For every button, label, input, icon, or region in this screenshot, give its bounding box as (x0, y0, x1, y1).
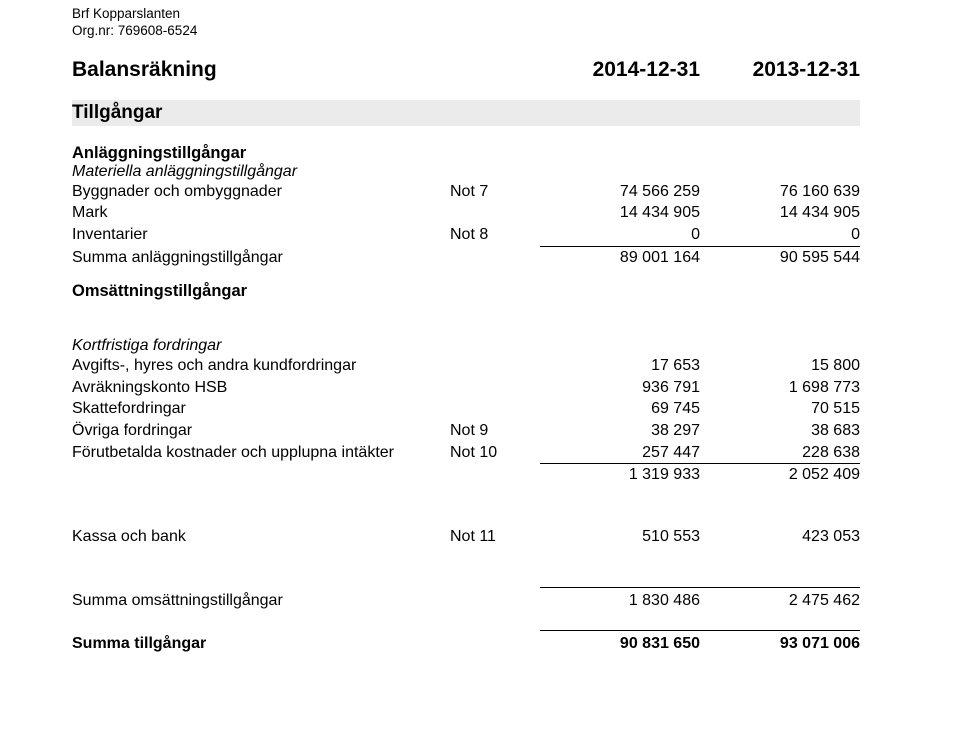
sum-val-2: 2 475 462 (700, 590, 860, 612)
row-val-2: 1 698 773 (700, 377, 860, 399)
period-col-2: 2013-12-31 (700, 58, 860, 82)
page: Brf Kopparslanten Org.nr: 769608-6524 Ba… (0, 0, 960, 756)
row-label: Förutbetalda kostnader och upplupna intä… (72, 442, 450, 464)
row-label: Avräkningskonto HSB (72, 377, 450, 399)
table-kortfristiga: Avgifts-, hyres och andra kundfordringar… (72, 355, 860, 486)
row-val-1: 257 447 (540, 442, 700, 464)
table-row: Mark 14 434 905 14 434 905 (72, 202, 860, 224)
row-note (450, 398, 540, 420)
table-row: Övriga fordringar Not 9 38 297 38 683 (72, 420, 860, 442)
row-label: Övriga fordringar (72, 420, 450, 442)
row-val-1: 936 791 (540, 377, 700, 399)
row-val-2: 228 638 (700, 442, 860, 464)
subtotal-val-1: 1 319 933 (540, 464, 700, 486)
grand-total-val-1: 90 831 650 (540, 633, 700, 655)
grand-total-row: Summa tillgångar 90 831 650 93 071 006 (72, 633, 860, 655)
row-val-1: 510 553 (540, 526, 700, 548)
row-note (450, 355, 540, 377)
page-header: Brf Kopparslanten Org.nr: 769608-6524 (72, 6, 860, 40)
row-label: Mark (72, 202, 450, 224)
table-anlaggning: Byggnader och ombyggnader Not 7 74 566 2… (72, 181, 860, 268)
table-sum-total: Summa tillgångar 90 831 650 93 071 006 (72, 630, 860, 655)
row-note: Not 8 (450, 224, 540, 246)
sum-label: Summa omsättningstillgångar (72, 590, 450, 612)
page-title: Balansräkning (72, 58, 540, 82)
grand-total-val-2: 93 071 006 (700, 633, 860, 655)
row-label: Inventarier (72, 224, 450, 246)
row-val-1: 69 745 (540, 398, 700, 420)
table-row: Skattefordringar 69 745 70 515 (72, 398, 860, 420)
table-sum-oms: Summa omsättningstillgångar 1 830 486 2 … (72, 587, 860, 612)
row-val-1: 14 434 905 (540, 202, 700, 224)
row-val-1: 74 566 259 (540, 181, 700, 203)
period-col-1: 2014-12-31 (540, 58, 700, 82)
subheading-kortfristiga: Kortfristiga fordringar (72, 337, 860, 355)
org-name: Brf Kopparslanten (72, 6, 860, 23)
table-row: Förutbetalda kostnader och upplupna intä… (72, 442, 860, 464)
row-label: Skattefordringar (72, 398, 450, 420)
subheading-materiella: Materiella anläggningstillgångar (72, 163, 860, 181)
sum-row: Summa anläggningstillgångar 89 001 164 9… (72, 246, 860, 268)
subtotal-row: 1 319 933 2 052 409 (72, 464, 860, 486)
row-val-2: 76 160 639 (700, 181, 860, 203)
sum-val-2: 90 595 544 (700, 246, 860, 268)
row-note (450, 377, 540, 399)
row-note: Not 7 (450, 181, 540, 203)
row-val-2: 15 800 (700, 355, 860, 377)
table-row: Byggnader och ombyggnader Not 7 74 566 2… (72, 181, 860, 203)
sum-label: Summa anläggningstillgångar (72, 246, 450, 268)
subtotal-val-2: 2 052 409 (700, 464, 860, 486)
table-row: Avgifts-, hyres och andra kundfordringar… (72, 355, 860, 377)
row-val-2: 423 053 (700, 526, 860, 548)
row-val-1: 17 653 (540, 355, 700, 377)
row-note: Not 10 (450, 442, 540, 464)
row-val-2: 70 515 (700, 398, 860, 420)
table-row: Kassa och bank Not 11 510 553 423 053 (72, 526, 860, 548)
sum-val-1: 1 830 486 (540, 590, 700, 612)
row-val-1: 38 297 (540, 420, 700, 442)
table-kassa: Kassa och bank Not 11 510 553 423 053 (72, 526, 860, 548)
heading-omsattningstillgangar: Omsättningstillgångar (72, 282, 860, 301)
row-val-2: 0 (700, 224, 860, 246)
row-val-1: 0 (540, 224, 700, 246)
grand-total-label: Summa tillgångar (72, 633, 450, 655)
table-row: Inventarier Not 8 0 0 (72, 224, 860, 246)
heading-anlaggningstillgangar: Anläggningstillgångar (72, 144, 860, 163)
section-band-tillgangar: Tillgångar (72, 100, 860, 126)
org-nr: Org.nr: 769608-6524 (72, 23, 860, 40)
row-label: Avgifts-, hyres och andra kundfordringar (72, 355, 450, 377)
row-val-2: 14 434 905 (700, 202, 860, 224)
row-val-2: 38 683 (700, 420, 860, 442)
sum-row: Summa omsättningstillgångar 1 830 486 2 … (72, 590, 860, 612)
row-label: Kassa och bank (72, 526, 450, 548)
title-row: Balansräkning 2014-12-31 2013-12-31 (72, 58, 860, 82)
table-row: Avräkningskonto HSB 936 791 1 698 773 (72, 377, 860, 399)
row-note (450, 202, 540, 224)
sum-val-1: 89 001 164 (540, 246, 700, 268)
row-note: Not 11 (450, 526, 540, 548)
row-label: Byggnader och ombyggnader (72, 181, 450, 203)
row-note: Not 9 (450, 420, 540, 442)
